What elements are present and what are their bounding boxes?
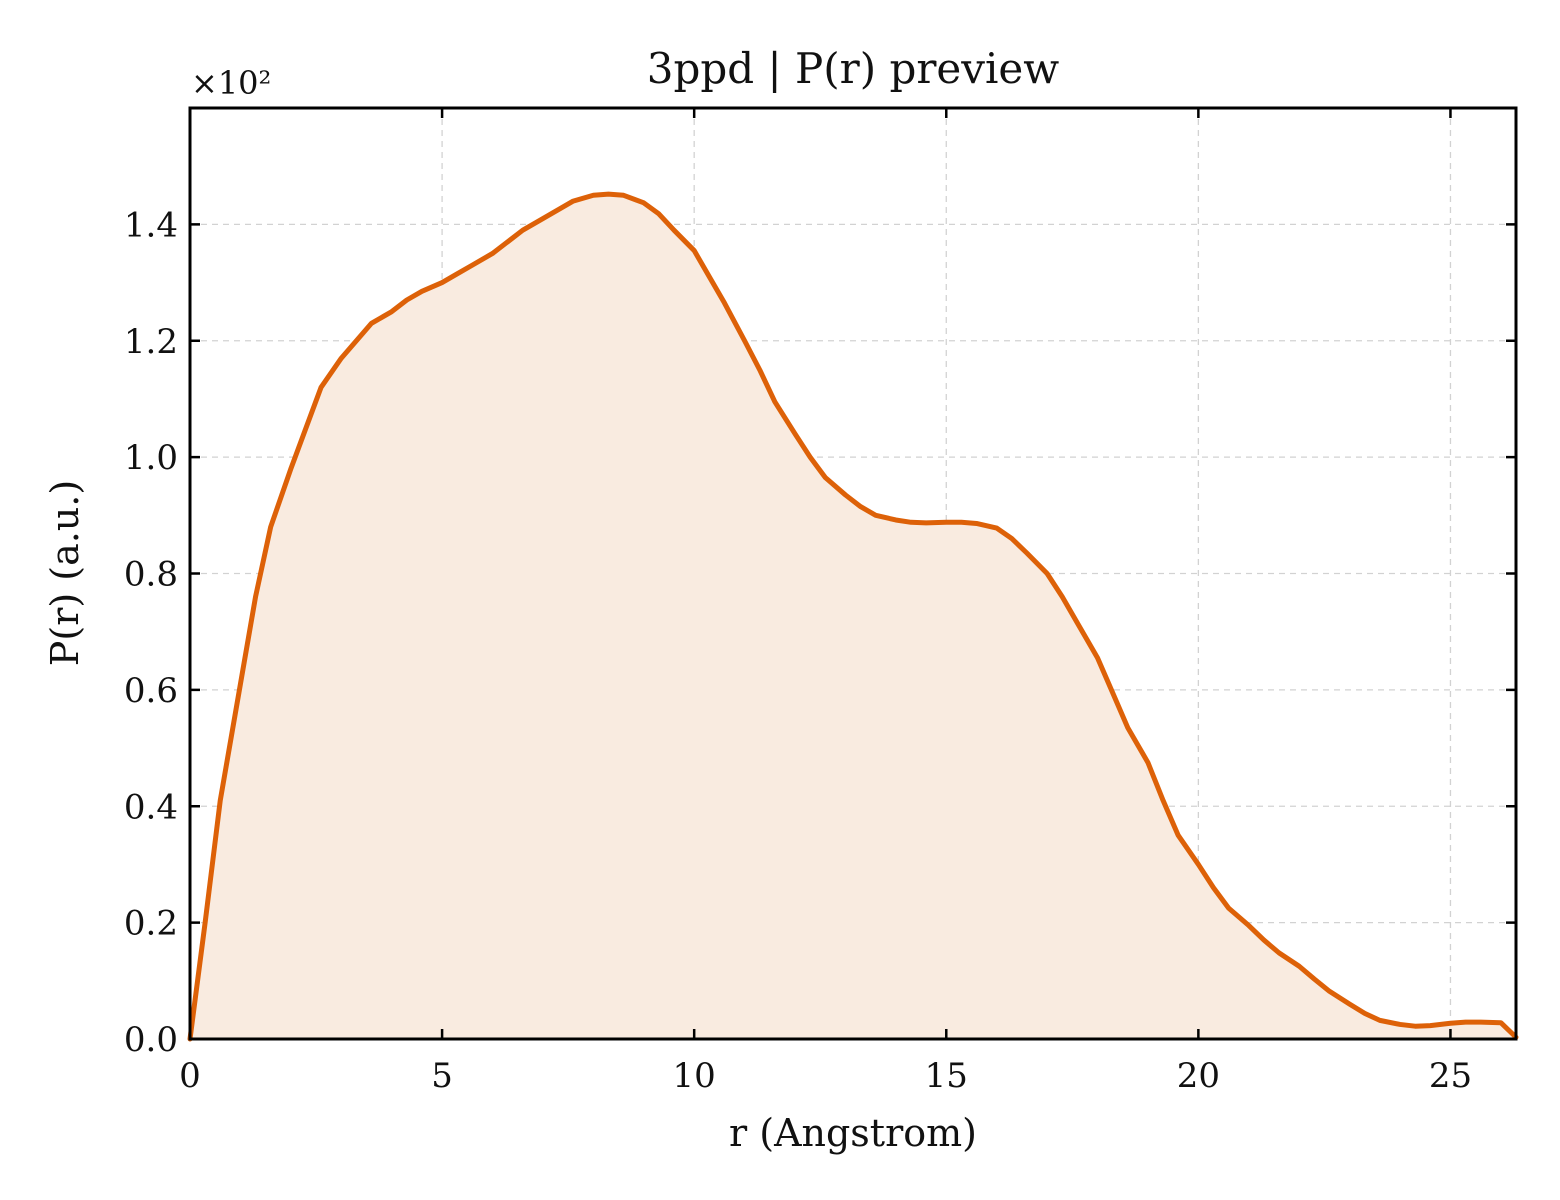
pr-line — [187, 191, 1519, 1042]
tick-labels: 0 5 10 15 20 25 0.0 0.2 0.4 0.6 0.8 1.0 1.2 1.4 — [124, 205, 1472, 1096]
y-axis-multiplier: ×10² — [191, 64, 271, 102]
x-tick-label: 25 — [1429, 1056, 1472, 1096]
chart-title: 3ppd | P(r) preview — [647, 44, 1060, 93]
y-tick-label: 0.6 — [124, 671, 178, 711]
data-line-layer — [187, 191, 1519, 1042]
y-tick-label: 1.0 — [124, 438, 178, 478]
y-tick-label: 0.8 — [124, 555, 178, 595]
y-tick-label: 1.2 — [124, 322, 178, 362]
x-tick-label: 20 — [1177, 1056, 1220, 1096]
x-tick-label: 5 — [431, 1056, 453, 1096]
data-area-layer — [190, 194, 1516, 1039]
ticks — [188, 108, 1516, 1041]
y-tick-label: 1.4 — [124, 205, 178, 245]
x-tick-label: 15 — [925, 1056, 968, 1096]
y-axis-label: P(r) (a.u.) — [43, 480, 87, 666]
pr-area-fill — [190, 194, 1516, 1039]
y-tick-label: 0.4 — [124, 787, 178, 827]
x-tick-label: 10 — [673, 1056, 716, 1096]
x-tick-label: 0 — [179, 1056, 201, 1096]
x-axis-label: r (Angstrom) — [729, 1111, 977, 1155]
y-tick-label: 0.2 — [124, 904, 178, 944]
y-tick-label: 0.0 — [124, 1020, 178, 1060]
